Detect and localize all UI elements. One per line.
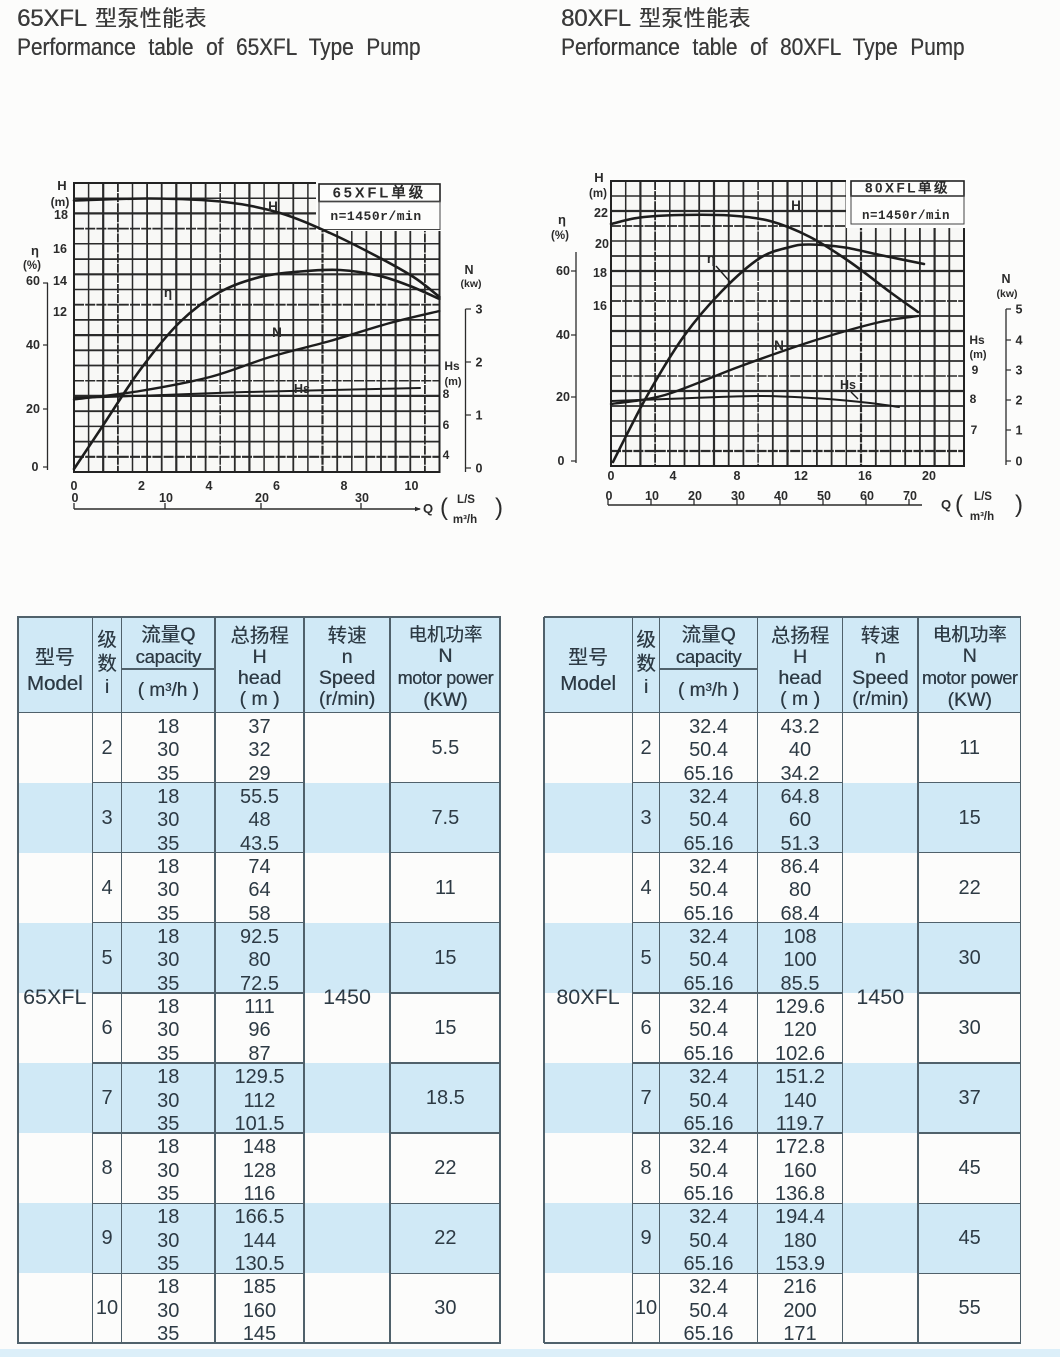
svg-text:18: 18 <box>54 208 68 222</box>
svg-text:16: 16 <box>593 299 607 313</box>
svg-text:Hs: Hs <box>840 378 856 392</box>
svg-text:16: 16 <box>858 469 872 483</box>
svg-text:6: 6 <box>273 479 280 493</box>
svg-text:(m): (m) <box>589 188 607 200</box>
svg-text:Hs: Hs <box>969 333 985 347</box>
svg-text:η: η <box>558 212 566 227</box>
svg-text:Q: Q <box>941 497 951 512</box>
svg-text:(%): (%) <box>23 260 41 272</box>
svg-text:N: N <box>774 338 784 353</box>
svg-text:8: 8 <box>443 387 450 401</box>
svg-text:4: 4 <box>443 448 450 462</box>
svg-text:1: 1 <box>476 409 483 423</box>
svg-text:L/S: L/S <box>457 494 475 506</box>
svg-text:3: 3 <box>1016 364 1023 378</box>
svg-text:20: 20 <box>922 469 936 483</box>
svg-text:8: 8 <box>341 479 348 493</box>
svg-text:20: 20 <box>595 237 609 251</box>
svg-text:30: 30 <box>731 489 745 503</box>
svg-text:2: 2 <box>138 479 145 493</box>
svg-text:4: 4 <box>1016 334 1023 348</box>
svg-text:2: 2 <box>476 356 483 370</box>
svg-text:40: 40 <box>556 328 570 342</box>
svg-text:m³/h: m³/h <box>453 514 477 526</box>
svg-text:12: 12 <box>794 469 808 483</box>
svg-text:L/S: L/S <box>974 491 992 503</box>
svg-text:40: 40 <box>774 489 788 503</box>
svg-text:60: 60 <box>26 274 40 288</box>
svg-text:N: N <box>464 263 473 277</box>
svg-text:(kw): (kw) <box>461 278 482 290</box>
svg-text:14: 14 <box>53 274 67 288</box>
svg-text:N: N <box>272 325 282 340</box>
svg-text:0: 0 <box>71 479 78 493</box>
svg-text:7: 7 <box>971 423 978 437</box>
svg-text:8: 8 <box>970 392 977 406</box>
svg-text:6: 6 <box>443 418 450 432</box>
svg-text:H: H <box>791 198 801 213</box>
svg-text:70: 70 <box>903 489 917 503</box>
svg-text:0: 0 <box>558 454 565 468</box>
svg-text:20: 20 <box>255 491 269 505</box>
svg-text:H: H <box>594 170 603 185</box>
svg-text:4: 4 <box>206 479 213 493</box>
svg-text:30: 30 <box>355 491 369 505</box>
svg-text:0: 0 <box>606 489 613 503</box>
svg-text:0: 0 <box>32 460 39 474</box>
svg-text:20: 20 <box>556 390 570 404</box>
svg-text:H: H <box>268 199 278 214</box>
svg-text:H: H <box>57 178 66 193</box>
svg-text:80XFL单级: 80XFL单级 <box>865 180 950 196</box>
svg-text:20: 20 <box>26 402 40 416</box>
svg-text:): ) <box>1015 491 1023 518</box>
svg-text:Q: Q <box>423 501 433 516</box>
svg-text:(: ( <box>440 494 448 521</box>
svg-text:n=1450r/min: n=1450r/min <box>330 209 421 224</box>
svg-text:(m): (m) <box>444 376 461 388</box>
svg-text:5: 5 <box>1016 303 1023 317</box>
svg-text:m³/h: m³/h <box>970 511 994 523</box>
svg-text:60: 60 <box>556 264 570 278</box>
svg-text:18: 18 <box>593 266 607 280</box>
svg-text:3: 3 <box>476 303 483 317</box>
svg-text:40: 40 <box>26 338 40 352</box>
svg-text:0: 0 <box>608 469 615 483</box>
svg-text:22: 22 <box>594 206 608 220</box>
svg-text:10: 10 <box>159 491 173 505</box>
svg-text:0: 0 <box>72 491 79 505</box>
svg-text:50: 50 <box>817 489 831 503</box>
svg-text:20: 20 <box>688 489 702 503</box>
svg-text:N: N <box>1001 272 1010 286</box>
svg-text:Hs: Hs <box>294 382 310 396</box>
svg-text:η: η <box>164 285 172 300</box>
svg-text:): ) <box>495 494 503 521</box>
svg-text:8: 8 <box>734 469 741 483</box>
svg-text:10: 10 <box>645 489 659 503</box>
svg-text:(m): (m) <box>969 349 986 361</box>
svg-text:0: 0 <box>1016 455 1023 469</box>
svg-text:60: 60 <box>860 489 874 503</box>
svg-text:1: 1 <box>1016 424 1023 438</box>
svg-text:9: 9 <box>972 363 979 377</box>
svg-text:(: ( <box>955 491 963 518</box>
svg-text:0: 0 <box>476 462 483 476</box>
svg-text:10: 10 <box>405 479 419 493</box>
svg-text:(%): (%) <box>551 230 569 242</box>
svg-text:η: η <box>707 251 715 266</box>
svg-text:(m): (m) <box>51 195 70 209</box>
svg-text:n=1450r/min: n=1450r/min <box>862 209 950 223</box>
svg-text:η: η <box>31 243 39 258</box>
svg-text:16: 16 <box>53 242 67 256</box>
svg-text:Hs: Hs <box>444 359 460 373</box>
svg-text:65XFL单级: 65XFL单级 <box>333 184 427 202</box>
svg-text:12: 12 <box>53 305 67 319</box>
svg-text:2: 2 <box>1016 394 1023 408</box>
svg-text:4: 4 <box>670 469 677 483</box>
svg-text:(kw): (kw) <box>997 288 1018 300</box>
